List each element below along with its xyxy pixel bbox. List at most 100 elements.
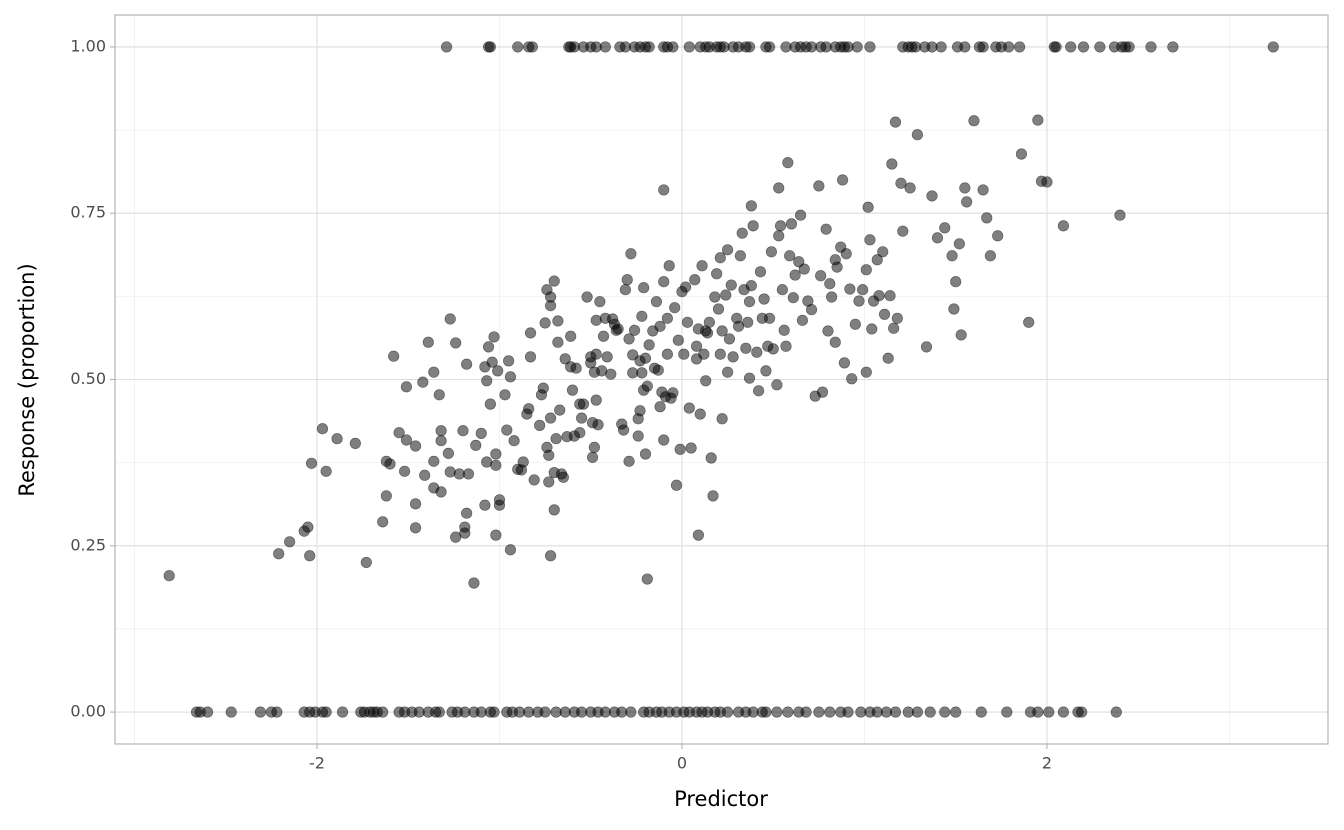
point — [524, 327, 537, 339]
point — [911, 129, 924, 141]
point — [331, 433, 343, 445]
point — [508, 435, 520, 447]
y-tick-label: 1.00 — [70, 36, 106, 55]
point — [590, 314, 602, 326]
point — [550, 433, 562, 445]
point — [482, 341, 495, 353]
point — [939, 706, 951, 718]
point — [911, 706, 924, 718]
point — [590, 348, 602, 360]
point — [501, 424, 513, 436]
point — [1145, 41, 1157, 53]
point — [778, 324, 790, 336]
point — [400, 381, 413, 393]
point — [849, 318, 861, 330]
point — [785, 218, 798, 230]
point — [891, 312, 903, 324]
point — [1110, 706, 1122, 718]
point — [707, 490, 719, 502]
x-tick-label: 2 — [1042, 754, 1052, 773]
point — [773, 230, 785, 242]
point — [873, 290, 885, 302]
point — [435, 486, 447, 498]
point — [758, 293, 770, 305]
point — [484, 41, 496, 53]
point — [1065, 41, 1077, 53]
point — [504, 371, 517, 383]
point — [984, 250, 996, 262]
point — [658, 276, 670, 288]
point — [619, 284, 632, 296]
point — [829, 336, 841, 348]
point — [650, 296, 663, 308]
point — [481, 375, 493, 387]
point — [594, 296, 606, 308]
point — [1032, 114, 1044, 126]
point — [588, 441, 600, 453]
point — [968, 115, 980, 127]
point — [544, 412, 557, 424]
y-tick-label: 0.75 — [70, 203, 106, 222]
point — [409, 522, 422, 534]
point — [745, 200, 757, 212]
point — [722, 244, 734, 256]
point — [444, 313, 456, 325]
point — [795, 209, 807, 221]
point — [897, 225, 909, 237]
point — [670, 479, 683, 491]
point — [743, 296, 756, 308]
point — [470, 439, 482, 451]
point — [953, 238, 965, 250]
point — [709, 291, 721, 303]
point — [1167, 41, 1179, 53]
point — [760, 365, 772, 377]
point — [716, 413, 728, 425]
point — [225, 706, 237, 718]
x-axis-title: Predictor — [674, 787, 768, 811]
point — [857, 284, 869, 296]
point — [643, 41, 655, 53]
point — [751, 346, 763, 358]
point — [720, 289, 732, 301]
point — [488, 706, 500, 718]
point — [490, 448, 502, 460]
point — [694, 408, 706, 420]
point — [377, 516, 389, 528]
point — [625, 706, 637, 718]
point — [924, 706, 936, 718]
point — [1023, 316, 1035, 328]
point — [499, 389, 511, 401]
point — [433, 706, 445, 718]
point — [1043, 706, 1055, 718]
point — [672, 334, 684, 346]
point — [409, 440, 422, 452]
point — [796, 314, 809, 326]
point — [517, 456, 529, 468]
point — [760, 706, 772, 718]
point — [1050, 41, 1062, 53]
point — [617, 424, 630, 436]
point — [661, 348, 673, 360]
point — [782, 157, 794, 169]
point — [552, 315, 564, 327]
point — [745, 280, 757, 292]
point — [320, 706, 332, 718]
point — [1003, 41, 1015, 53]
point — [388, 350, 400, 362]
point — [544, 291, 557, 303]
point — [667, 387, 679, 399]
point — [273, 548, 285, 560]
point — [433, 389, 445, 401]
point — [743, 41, 756, 53]
point — [754, 266, 767, 278]
point — [701, 327, 714, 339]
point — [490, 459, 502, 471]
point — [636, 367, 648, 379]
point — [773, 182, 785, 194]
point — [782, 706, 794, 718]
point — [886, 158, 898, 170]
point — [305, 457, 318, 469]
point — [822, 325, 834, 337]
point — [590, 394, 602, 406]
point — [201, 706, 214, 718]
